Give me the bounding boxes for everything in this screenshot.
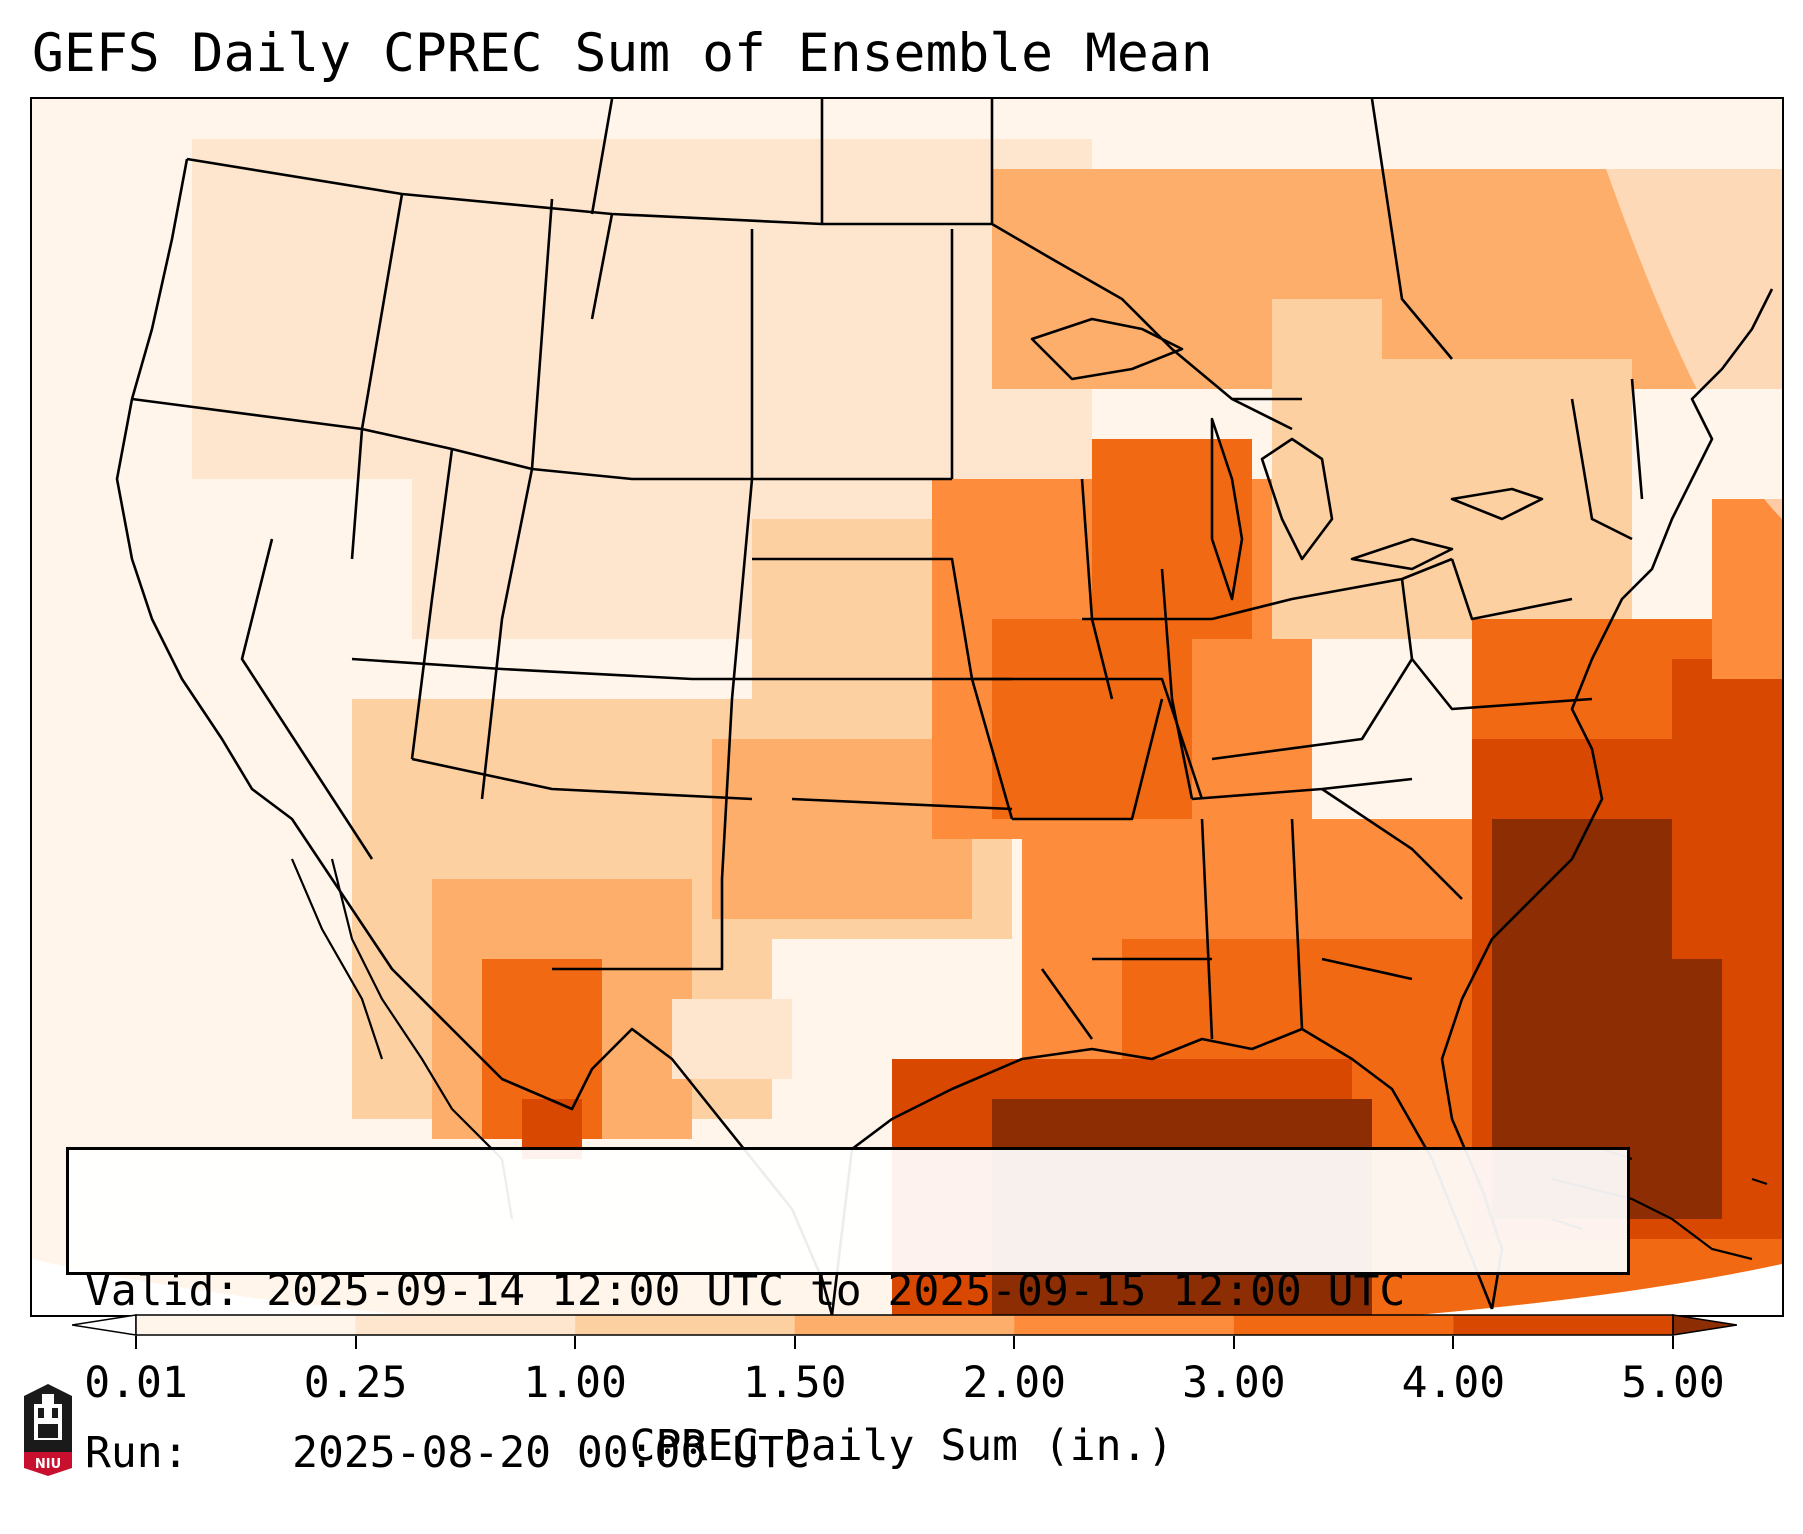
colorbar-tick-mark: [1452, 1336, 1455, 1349]
run-value: 2025-08-20 00:00 UTC: [292, 1428, 810, 1478]
niu-logo: NIU: [20, 1382, 76, 1478]
colorbar-tick-mark: [1232, 1336, 1235, 1349]
colorbar-tick-label: 1.50: [742, 1358, 847, 1408]
precip-map: [30, 97, 1784, 1317]
state-borders: [115, 99, 1774, 1315]
colorbar-under-extension: [71, 1314, 137, 1336]
colorbar-tick-mark: [1672, 1336, 1674, 1349]
valid-label: Valid:: [85, 1266, 241, 1316]
map-title: GEFS Daily CPREC Sum of Ensemble Mean: [32, 23, 1213, 84]
valid-value: 2025-09-14 12:00 UTC to 2025-09-15 12:00…: [266, 1266, 1406, 1316]
colorbar-segment: [1453, 1315, 1674, 1335]
colorbar-segment: [136, 1315, 357, 1335]
colorbar-tick-mark: [354, 1336, 357, 1349]
colorbar-tick-label: 0.25: [303, 1358, 408, 1408]
colorbar-over-extension: [1672, 1314, 1738, 1336]
colorbar-tick-mark: [574, 1336, 577, 1349]
colorbar: [71, 1313, 1738, 1337]
colorbar-tick-label: 1.00: [523, 1358, 627, 1408]
colorbar-frame: [135, 1314, 1674, 1336]
colorbar-tick-mark: [135, 1336, 137, 1349]
colorbar-tick-mark: [793, 1336, 796, 1349]
colorbar-segment: [575, 1315, 796, 1335]
precip-fill-layer: [32, 99, 1782, 1315]
colorbar-label: CPREC Daily Sum (in.): [629, 1421, 1174, 1471]
run-line: Run: 2025-08-20 00:00 UTC: [85, 1426, 1611, 1480]
colorbar-tick-label: 0.01: [84, 1358, 188, 1408]
colorbar-tick-label: 4.00: [1401, 1358, 1506, 1408]
colorbar-segment: [1014, 1315, 1235, 1335]
colorbar-tick-label: 3.00: [1182, 1358, 1286, 1408]
valid-line: Valid: 2025-09-14 12:00 UTC to 2025-09-1…: [85, 1264, 1611, 1318]
validity-info-box: Valid: 2025-09-14 12:00 UTC to 2025-09-1…: [66, 1147, 1630, 1478]
colorbar-segment: [355, 1315, 576, 1335]
colorbar-segment: [794, 1315, 1015, 1335]
logo-text: NIU: [35, 1457, 61, 1472]
colorbar-tick-mark: [1013, 1336, 1016, 1349]
colorbar-tick-label: 5.00: [1621, 1358, 1725, 1408]
run-label: Run:: [85, 1428, 189, 1478]
colorbar-segment: [1233, 1315, 1454, 1335]
colorbar-tick-label: 2.00: [962, 1358, 1067, 1408]
